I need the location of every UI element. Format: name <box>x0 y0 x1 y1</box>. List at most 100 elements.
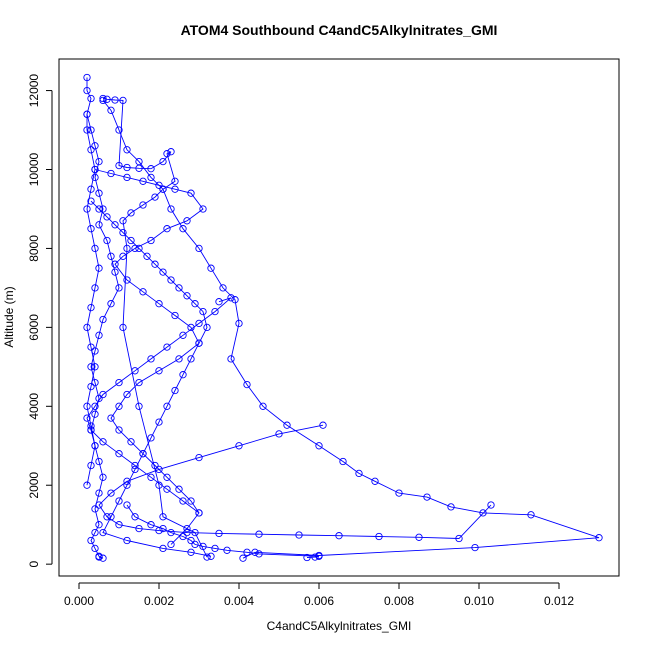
data-point <box>527 511 535 519</box>
profile-series <box>123 501 323 562</box>
y-tick-label: 8000 <box>27 235 41 262</box>
data-point <box>155 300 163 308</box>
data-point <box>199 205 207 213</box>
series-line <box>90 200 212 557</box>
data-point <box>111 268 119 276</box>
data-point <box>91 402 99 410</box>
data-point <box>315 442 323 450</box>
data-point <box>147 521 155 529</box>
data-point <box>87 382 95 391</box>
x-tick-label: 0.012 <box>544 594 574 608</box>
data-point <box>447 503 455 511</box>
y-tick-label: 10000 <box>27 152 41 186</box>
data-point <box>123 536 131 545</box>
data-point <box>175 485 183 493</box>
data-point <box>111 96 119 104</box>
data-point <box>83 414 91 422</box>
data-point <box>87 363 95 371</box>
data-point <box>91 442 99 450</box>
data-point <box>355 469 363 478</box>
data-point <box>151 260 159 268</box>
data-point <box>115 497 123 505</box>
data-point <box>87 94 95 103</box>
data-point <box>95 189 103 197</box>
data-point <box>87 197 95 205</box>
x-tick-label: 0.002 <box>144 594 174 608</box>
data-point <box>199 307 207 316</box>
data-point <box>87 422 95 430</box>
x-tick-label: 0.008 <box>384 594 414 608</box>
data-point <box>91 505 99 513</box>
data-point <box>167 540 175 549</box>
data-point <box>91 244 99 253</box>
y-tick-label: 12000 <box>27 74 41 108</box>
data-point <box>135 402 143 410</box>
data-point <box>143 252 151 260</box>
data-point <box>315 552 323 560</box>
profile-series <box>99 94 211 561</box>
data-point <box>423 493 431 501</box>
data-point <box>283 421 291 429</box>
data-point <box>319 421 327 429</box>
data-point <box>455 534 463 543</box>
data-point <box>215 298 223 306</box>
data-point <box>243 380 251 389</box>
data-point <box>163 473 171 481</box>
data-point <box>203 323 211 332</box>
data-point <box>95 394 103 403</box>
data-point <box>155 465 163 474</box>
data-point <box>123 481 131 489</box>
data-point <box>227 294 235 302</box>
data-point <box>183 524 191 533</box>
data-point <box>163 225 171 233</box>
data-point <box>191 300 199 308</box>
data-point <box>171 386 179 395</box>
data-point <box>171 311 179 320</box>
data-point <box>95 205 103 213</box>
data-point <box>95 264 103 272</box>
data-point <box>119 217 127 225</box>
y-tick-label: 0 <box>27 561 41 568</box>
data-point <box>91 363 99 371</box>
data-point <box>195 453 203 462</box>
data-point <box>119 323 127 332</box>
series-line <box>98 424 492 539</box>
profile-series <box>83 294 235 517</box>
data-point <box>371 477 379 485</box>
data-point <box>127 209 135 217</box>
data-point <box>195 509 203 517</box>
data-point <box>131 465 139 474</box>
data-point <box>255 530 263 538</box>
data-point <box>167 276 175 284</box>
data-point <box>135 524 143 533</box>
data-point <box>159 268 167 276</box>
data-point <box>171 177 179 185</box>
data-point <box>91 544 99 553</box>
data-point <box>115 521 123 529</box>
data-point <box>471 543 479 552</box>
data-point <box>251 548 259 556</box>
data-point <box>99 94 107 103</box>
data-point <box>87 536 95 545</box>
data-point <box>123 276 131 284</box>
data-point <box>91 528 99 537</box>
data-point <box>139 450 147 458</box>
data-point <box>187 355 195 363</box>
data-point <box>115 126 123 134</box>
data-point <box>163 485 171 493</box>
data-point <box>87 185 95 193</box>
data-point <box>203 553 211 561</box>
data-point <box>107 489 115 497</box>
data-point <box>235 319 243 328</box>
data-point <box>91 410 99 418</box>
data-point <box>83 323 91 332</box>
data-layer <box>83 73 603 562</box>
data-point <box>175 284 183 292</box>
data-point <box>111 260 119 268</box>
data-point <box>159 157 167 166</box>
data-point <box>179 497 187 505</box>
data-point <box>123 146 131 154</box>
data-point <box>183 217 191 225</box>
y-tick-label: 4000 <box>27 393 41 420</box>
profile-series <box>99 96 603 562</box>
